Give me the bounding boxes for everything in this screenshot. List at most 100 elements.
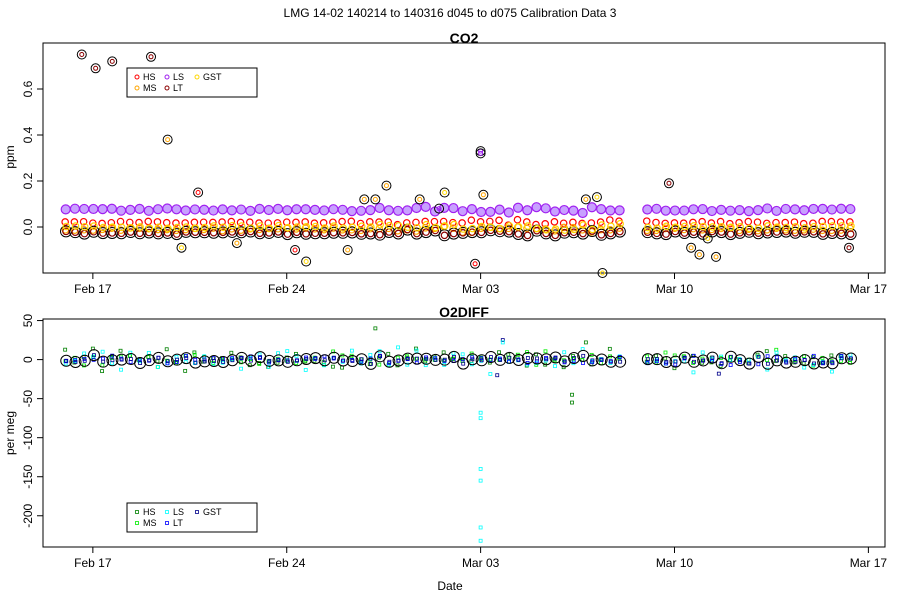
co2-point-ls <box>282 205 293 216</box>
o2diff-point-ls <box>562 350 567 355</box>
co2-point-ls <box>817 203 828 214</box>
co2-point-gst <box>847 222 855 230</box>
o2diff-point-hs <box>829 353 834 358</box>
co2-point-ls <box>254 203 265 215</box>
co2-point-ls <box>771 205 782 217</box>
co2-point-ls <box>706 205 718 217</box>
co2-point-lt <box>606 229 615 238</box>
o2diff-point-gst <box>175 357 179 362</box>
co2-y-tick-label: 0.2 <box>21 172 35 189</box>
co2-point-ls <box>199 204 210 215</box>
co2-point-lt <box>311 229 320 238</box>
co2-point-lt <box>579 229 587 238</box>
co2-x-tick-label: Feb 24 <box>268 282 306 296</box>
o2diff-point-gst <box>276 358 281 363</box>
o2diff-point-ring <box>69 355 82 368</box>
o2diff-outlier-point <box>373 326 378 331</box>
co2-point-ls <box>180 205 191 216</box>
co2-point-lt <box>329 228 338 237</box>
co2-panel: CO2 ppm Feb 17 Feb 24 Mar 03 Mar 10 Mar 17 0.… <box>3 30 887 296</box>
co2-point-gst <box>782 223 791 232</box>
o2diff-point-gst <box>322 358 327 363</box>
co2-outlier-point <box>361 196 367 202</box>
o2diff-legend-label: LT <box>173 518 183 528</box>
co2-point-hs <box>70 218 79 226</box>
o2diff-point-gst <box>415 356 419 361</box>
co2-point-hs <box>329 218 337 227</box>
co2-point-ls <box>568 205 579 216</box>
o2diff-point-ls <box>488 372 493 376</box>
co2-point-ls <box>725 205 736 216</box>
co2-point-lt <box>569 228 578 237</box>
co2-point-gst <box>459 225 468 233</box>
o2diff-point-hs <box>229 350 234 355</box>
o2diff-point-hs <box>441 350 446 355</box>
co2-point-lt <box>376 230 384 239</box>
o2diff-point-gst <box>156 355 161 360</box>
co2-outlier-ring <box>90 63 101 74</box>
o2diff-point-gst <box>359 357 364 362</box>
o2diff-point-lt <box>470 355 475 360</box>
o2diff-outlier-point <box>583 340 588 345</box>
o2diff-point-ring <box>291 354 304 367</box>
o2diff-point-hs <box>801 361 806 366</box>
co2-outlier-ring <box>290 245 301 255</box>
o2diff-point-ls <box>774 350 779 355</box>
o2diff-point-ls <box>414 348 419 353</box>
co2-point-ls <box>679 205 690 216</box>
co2-point-ring <box>816 227 829 240</box>
co2-point-ls <box>346 206 357 217</box>
co2-point-ls <box>780 203 791 215</box>
co2-outlier-point <box>713 254 719 260</box>
co2-point-ring <box>512 227 525 240</box>
o2diff-point-lt <box>728 363 733 367</box>
co2-point-ls <box>549 206 561 217</box>
co2-point-ring <box>540 227 553 240</box>
o2diff-point-ring <box>87 349 100 362</box>
co2-point-gst <box>376 220 384 229</box>
o2diff-point-ring <box>521 351 534 364</box>
co2-outlier-ring <box>301 256 312 267</box>
co2-point-hs <box>836 218 845 226</box>
co2-legend-label: HS <box>143 72 156 82</box>
co2-point-gst <box>773 223 781 231</box>
co2-point-ls <box>420 201 431 212</box>
o2diff-point-gst <box>830 361 835 366</box>
co2-point-lt <box>542 229 550 238</box>
o2diff-point-lt <box>110 353 115 358</box>
co2-point-lt <box>163 229 172 237</box>
co2-point-lt <box>782 227 790 236</box>
co2-point-ls <box>272 203 284 214</box>
co2-point-ls <box>762 203 773 214</box>
o2diff-point-lt <box>839 354 844 358</box>
o2diff-point-gst <box>341 358 346 363</box>
co2-point-ls <box>836 203 847 214</box>
o2diff-point-ring <box>411 352 424 365</box>
co2-outlier-point <box>688 245 694 251</box>
co2-point-hs <box>458 219 466 227</box>
o2diff-point-gst <box>119 357 124 362</box>
co2-point-ring <box>272 225 285 238</box>
o2diff-y-tick-label: -200 <box>21 503 35 527</box>
o2diff-point-lt <box>184 353 188 358</box>
co2-point-ls <box>328 204 339 215</box>
o2diff-point-ring <box>808 357 821 370</box>
o2diff-point-gst <box>544 357 549 362</box>
co2-point-lt <box>246 227 255 236</box>
o2diff-point-ls <box>553 364 557 369</box>
co2-point-lt <box>726 230 735 238</box>
o2diff-point-ring <box>466 353 479 366</box>
co2-point-gst <box>90 222 98 230</box>
co2-point-ls <box>106 203 117 214</box>
o2diff-point-ls <box>276 351 280 356</box>
co2-point-lt <box>292 228 301 237</box>
co2-outlier-point <box>417 196 423 202</box>
co2-point-gst <box>597 221 606 229</box>
co2-point-hs <box>827 217 836 226</box>
o2diff-point-ls <box>119 367 124 372</box>
co2-point-ls <box>651 203 662 214</box>
co2-point-ls <box>476 206 487 218</box>
o2diff-legend-marker <box>165 521 169 525</box>
co2-point-ring <box>78 227 91 240</box>
o2diff-x-tick-label: Mar 10 <box>656 556 694 570</box>
